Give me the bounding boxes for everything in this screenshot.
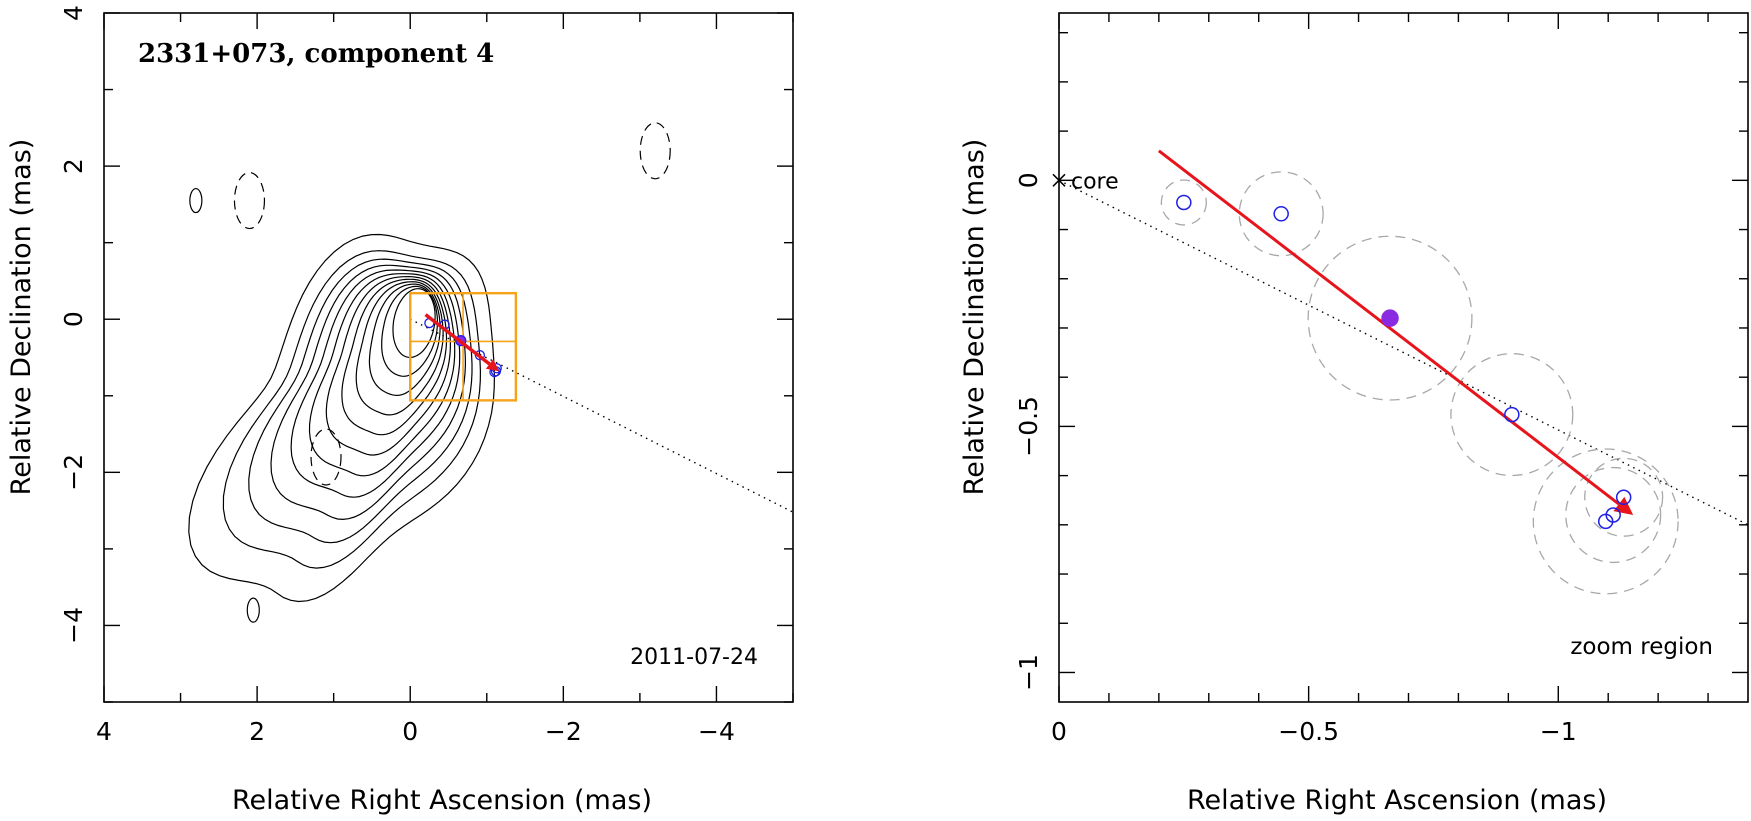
y-tick-label: −1 [1014, 654, 1043, 691]
contour-level-8 [341, 278, 448, 436]
y-tick-label: 0 [59, 311, 88, 327]
x-axis-label: Relative Right Ascension (mas) [1187, 785, 1607, 816]
contour-level-12 [392, 288, 436, 358]
component-size-circle-1 [1160, 179, 1207, 226]
y-tick-label: 4 [59, 5, 88, 21]
chart-title: 2331+073, component 4 [138, 39, 494, 69]
y-tick-label: −2 [59, 454, 88, 491]
component-size-circle-5 [1584, 457, 1664, 537]
contour-level-11 [381, 285, 438, 377]
arrow-shaft [424, 313, 491, 366]
velocity-arrow [1157, 149, 1634, 515]
x-tick-label: 0 [1051, 717, 1067, 746]
axis-ticks: 0 −0.5 −1 0 −0.5 −1 [1014, 13, 1748, 746]
contour-island-1 [189, 187, 203, 214]
y-tick-label: −0.5 [1014, 396, 1043, 457]
contour-level-7 [325, 275, 452, 456]
x-tick-label: 4 [96, 717, 112, 746]
contour-island-2 [233, 171, 266, 230]
jet-direction-line [1058, 179, 1749, 526]
x-tick-label: 2 [249, 717, 265, 746]
zoom-region-label: zoom region [1570, 634, 1713, 660]
contour-level-5 [290, 269, 461, 498]
contour-island-4 [310, 428, 342, 486]
y-axis-label: Relative Declination (mas) [959, 139, 990, 496]
component-point-2 [1273, 206, 1289, 222]
contour-level-9 [355, 281, 444, 416]
observation-date: 2011-07-24 [630, 645, 758, 670]
component-size-circle-7 [1565, 466, 1662, 564]
component-size-circle-6 [1532, 448, 1679, 595]
contour-level-6 [308, 273, 456, 477]
y-tick-label: −4 [59, 607, 88, 644]
component-point-4 [1504, 406, 1520, 423]
component-point-3 [1381, 309, 1399, 327]
core-label: core [1071, 169, 1119, 194]
plot-frame [1058, 12, 1749, 703]
contour-island-3 [639, 122, 671, 180]
outer-contour-islands [189, 122, 671, 623]
y-tick-label: 2 [59, 158, 88, 174]
component-points [1176, 194, 1632, 530]
contour-level-1 [188, 233, 496, 603]
y-tick-label: 0 [1014, 172, 1043, 188]
x-tick-label: 0 [402, 717, 418, 746]
arrow-shaft [1157, 149, 1620, 506]
contour-island-5 [246, 597, 260, 623]
component-size-circle-2 [1238, 171, 1324, 257]
component-size-circles [1160, 171, 1679, 595]
contour-level-3 [248, 258, 473, 544]
contour-level-4 [270, 264, 467, 521]
right-panel: core 0 −0.5 −1 0 −0.5 −1 zoom region Relative… [959, 12, 1749, 816]
component-size-circle-4 [1450, 353, 1574, 477]
plot-frame [103, 12, 794, 703]
y-axis-label: Relative Declination (mas) [6, 139, 37, 496]
x-axis-label: Relative Right Ascension (mas) [232, 785, 652, 816]
component-point-5 [1615, 489, 1632, 506]
contour-map [188, 233, 496, 603]
left-panel: 4 2 0 −2 −4 4 2 0 −2 −4 2331+073, component 4 201… [6, 5, 794, 816]
component-point-1 [1176, 194, 1192, 211]
arrow-head [485, 359, 500, 372]
component-size-circle-3 [1307, 235, 1473, 401]
x-tick-label: −0.5 [1278, 717, 1339, 746]
component-point-7 [1605, 507, 1621, 523]
velocity-arrow [424, 313, 500, 372]
axis-ticks: 4 2 0 −2 −4 4 2 0 −2 −4 [59, 5, 794, 746]
x-tick-label: −2 [545, 717, 582, 746]
x-tick-label: −4 [698, 717, 735, 746]
contour-level-10 [368, 283, 441, 397]
x-tick-label: −1 [1540, 717, 1577, 746]
